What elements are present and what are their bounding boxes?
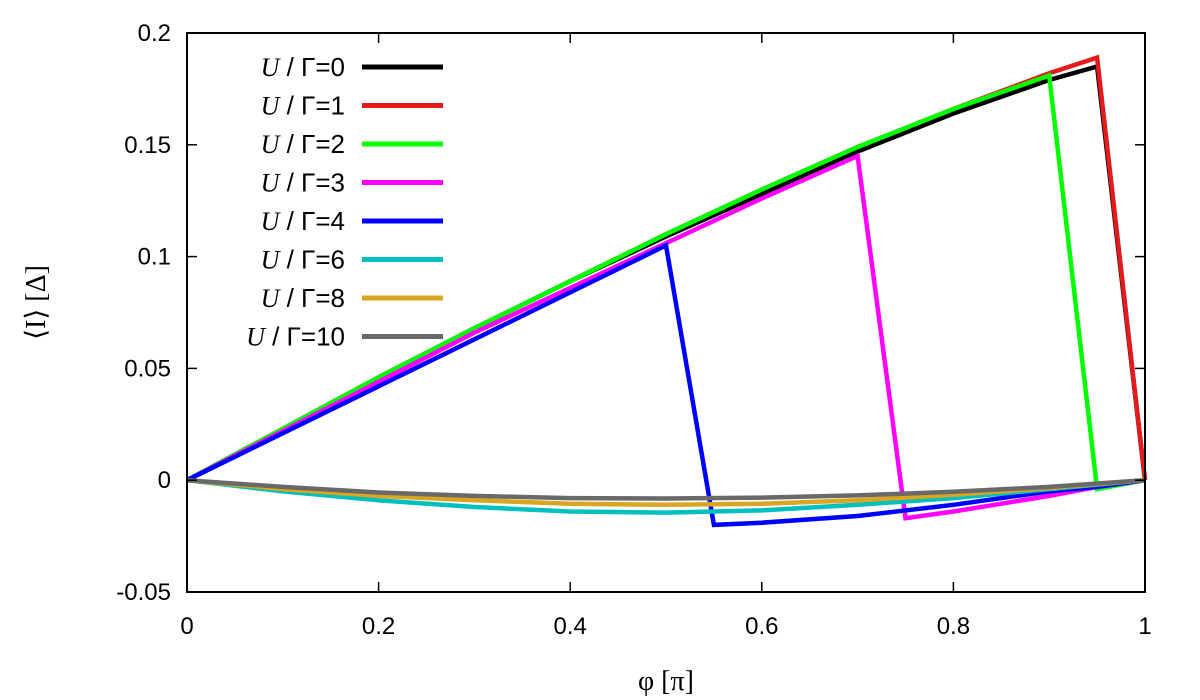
y-tick-label: 0.05 — [124, 355, 171, 382]
legend-label: U / Γ=1 — [261, 91, 345, 121]
series-line — [185, 72, 1146, 492]
legend-label: U / Γ=6 — [261, 245, 345, 275]
axis-ticks: 0 0.2 0.4 0.6 0.8 1 -0.05 0 0.05 0.1 0.15 0.2 — [116, 20, 1151, 640]
y-tick-label: 0.1 — [138, 244, 171, 271]
x-tick-label: 0.2 — [362, 613, 395, 640]
series-line — [186, 242, 1146, 528]
y-tick-label: -0.05 — [116, 579, 171, 606]
y-tick-label: 0.15 — [124, 132, 171, 159]
y-tick-label: 0.2 — [138, 20, 171, 47]
series-line — [186, 477, 1146, 508]
y-tick-label: 0 — [158, 467, 171, 494]
legend: U / Γ=0 U / Γ=1 U / Γ=2 U / Γ=3 U / Γ=4 U / Γ… — [246, 52, 443, 352]
plot-frame — [186, 32, 1146, 593]
legend-label: U / Γ=8 — [261, 283, 345, 313]
x-tick-label: 0.6 — [745, 613, 778, 640]
x-tick-label: 0 — [180, 613, 193, 640]
x-tick-label: 0.4 — [554, 613, 587, 640]
plot-curves — [185, 54, 1148, 528]
series-line — [186, 477, 1146, 501]
legend-label: U / Γ=10 — [246, 322, 345, 352]
y-axis-label: ⟨I⟩ [Δ] — [21, 265, 52, 340]
legend-label: U / Γ=0 — [261, 52, 345, 82]
legend-label: U / Γ=3 — [261, 168, 345, 198]
series-line — [186, 477, 1146, 515]
legend-label: U / Γ=2 — [261, 129, 345, 159]
x-tick-label: 1 — [1138, 613, 1151, 640]
x-axis-label: φ [π] — [638, 666, 694, 697]
legend-label: U / Γ=4 — [261, 206, 345, 236]
x-tick-label: 0.8 — [937, 613, 970, 640]
series-line — [185, 152, 1146, 521]
